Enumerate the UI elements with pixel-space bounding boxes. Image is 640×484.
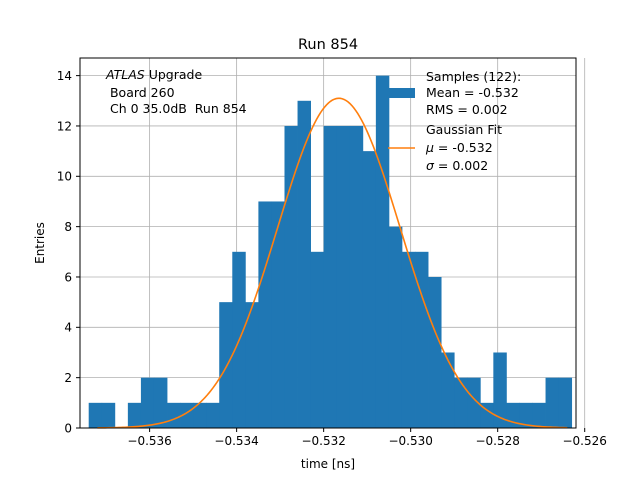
x-tick-label: −0.526	[562, 434, 606, 448]
histogram-bar	[336, 125, 351, 429]
y-tick-label: 14	[57, 69, 72, 83]
histogram-bar	[297, 100, 311, 428]
histogram-bar	[428, 276, 442, 428]
annotation-line-2: Board 260	[106, 85, 175, 100]
y-axis-label: Entries	[33, 222, 47, 264]
histogram-bar	[206, 402, 220, 428]
x-tick-label: −0.530	[388, 434, 432, 448]
histogram-bar	[245, 302, 259, 428]
annotation-line-1: ATLAS Upgrade	[105, 67, 202, 82]
histogram-bars	[88, 75, 573, 429]
legend-fit-line-3: σ = 0.002	[426, 158, 488, 173]
histogram-bar	[545, 377, 559, 428]
histogram-bar	[388, 226, 403, 428]
histogram-bar	[467, 377, 481, 428]
histogram-bar	[271, 201, 285, 428]
x-tick-label: −0.528	[475, 434, 519, 448]
histogram-bar	[219, 302, 233, 428]
histogram-bar	[127, 402, 142, 428]
histogram-bar	[153, 377, 168, 428]
histogram-bar	[258, 201, 272, 428]
x-tick-label: −0.536	[127, 434, 171, 448]
plot-frame	[79, 57, 577, 429]
atlas-annotation: ATLAS Upgrade Board 260 Ch 0 35.0dB Run …	[105, 67, 247, 116]
legend-hist-line-3: RMS = 0.002	[426, 102, 508, 117]
y-axis-ticks: 0 2 4 6 8 10 12 14	[57, 69, 80, 435]
annotation-line-3: Ch 0 35.0dB Run 854	[106, 101, 247, 116]
chart-title: Run 854	[298, 37, 358, 53]
legend-hist-line-2: Mean = -0.532	[426, 85, 519, 100]
histogram-bar	[415, 251, 429, 428]
histogram-bar	[180, 402, 194, 428]
y-tick-label: 6	[64, 270, 72, 284]
histogram-bar	[519, 402, 533, 428]
histogram-bar	[506, 402, 520, 428]
y-tick-label: 12	[57, 119, 72, 133]
histogram-bar	[349, 125, 364, 429]
legend-fit-line-2: μ = -0.532	[425, 140, 493, 155]
histogram-bar	[323, 125, 338, 429]
histogram-bar	[167, 402, 181, 428]
legend-hist-line-1: Samples (122):	[426, 69, 521, 84]
histogram-bar	[101, 402, 116, 428]
legend-histogram-swatch	[388, 88, 415, 98]
histogram-bar	[284, 125, 298, 429]
y-tick-label: 10	[57, 170, 72, 184]
histogram-bar	[88, 402, 103, 428]
histogram-bar	[493, 352, 507, 428]
histogram-bar	[310, 251, 325, 428]
histogram-bar	[480, 402, 494, 428]
histogram-bar	[375, 75, 390, 428]
histogram-bar	[401, 251, 416, 428]
x-axis-ticks: −0.536 −0.534 −0.532 −0.530 −0.528 −0.526	[127, 428, 607, 448]
x-axis-label: time [ns]	[301, 457, 355, 471]
x-tick-label: −0.532	[301, 434, 345, 448]
gaussian-fit-curve	[97, 97, 568, 429]
legend-fit-line-1: Gaussian Fit	[426, 122, 502, 137]
x-tick-label: −0.534	[214, 434, 258, 448]
histogram-bar	[362, 151, 377, 428]
y-tick-label: 8	[64, 220, 72, 234]
histogram-bar	[532, 402, 546, 428]
histogram-bar	[441, 352, 455, 428]
histogram-bar	[193, 402, 207, 428]
histogram-bar	[558, 377, 573, 428]
y-tick-label: 2	[64, 371, 72, 385]
y-tick-label: 4	[64, 321, 72, 335]
histogram-bar	[140, 377, 155, 428]
y-tick-label: 0	[64, 421, 72, 435]
histogram-bar	[454, 377, 468, 428]
legend: Samples (122): Mean = -0.532 RMS = 0.002…	[388, 69, 521, 173]
